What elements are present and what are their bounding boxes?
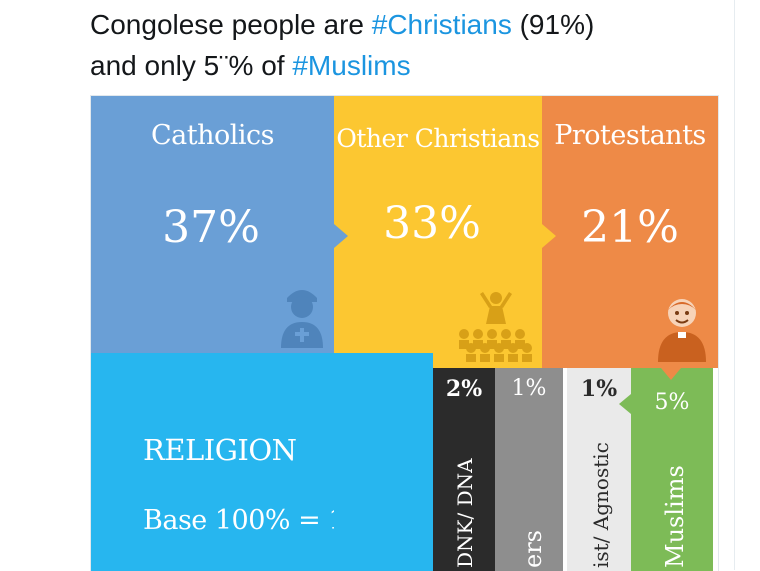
others-block: 1% ers xyxy=(495,368,563,571)
dnk-label: DNK/ DNA xyxy=(453,458,477,568)
atheist-percent: 1% xyxy=(580,376,618,402)
protestants-label: Protestants xyxy=(554,120,706,151)
catholics-pointer xyxy=(334,224,348,248)
religion-block-extension xyxy=(334,368,433,571)
dnk-percent: 2% xyxy=(445,376,483,402)
tweet-text-segment: Congolese people are xyxy=(90,9,372,40)
other-christians-block: Other Christians 33% xyxy=(334,96,542,368)
worship-crowd-icon xyxy=(459,292,532,362)
muslims-notch xyxy=(619,394,631,414)
hashtag-muslims-link[interactable]: #Muslims xyxy=(292,50,411,81)
priest-icon xyxy=(281,290,323,348)
tweet-media-image[interactable]: Catholics 37% Other Christians 33% xyxy=(90,95,719,571)
muslims-block: 5% Muslims xyxy=(631,368,713,571)
dnk-block: 2% DNK/ DNA xyxy=(433,368,495,571)
protestants-pointer xyxy=(661,368,681,380)
catholics-label: Catholics xyxy=(151,120,275,151)
other-christians-pointer xyxy=(542,224,556,248)
tweet-text-segment: and only 5¨% of xyxy=(90,50,293,81)
other-christians-label: Other Christians xyxy=(336,124,540,153)
atheist-label: ist/ Agnostic xyxy=(589,442,613,568)
tweet-text: Congolese people are #Christians (91%) a… xyxy=(90,4,730,86)
others-percent: 1% xyxy=(511,376,547,401)
pastor-icon xyxy=(658,299,706,362)
protestants-block: Protestants 21% xyxy=(542,96,718,368)
other-christians-percent: 33% xyxy=(383,198,481,249)
tweet-line-1: Congolese people are #Christians (91%) xyxy=(90,4,730,45)
hashtag-christians-link[interactable]: #Christians xyxy=(371,9,512,40)
muslims-percent: 5% xyxy=(654,390,690,415)
religion-title: RELIGION xyxy=(143,433,297,467)
tweet-line-2: and only 5¨% of #Muslims xyxy=(90,45,730,86)
protestants-percent: 21% xyxy=(581,202,679,253)
tweet-text-segment: (91%) xyxy=(511,9,595,40)
catholics-block: Catholics 37% xyxy=(91,96,334,353)
catholics-percent: 37% xyxy=(162,202,260,253)
others-label: ers xyxy=(519,530,547,568)
timeline-column-divider xyxy=(734,0,735,570)
muslims-label: Muslims xyxy=(661,465,689,568)
